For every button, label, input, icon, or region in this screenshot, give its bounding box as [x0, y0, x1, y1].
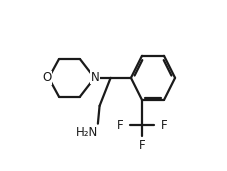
Text: N: N [91, 70, 99, 83]
Text: F: F [160, 119, 167, 132]
Text: F: F [138, 139, 145, 152]
Text: H₂N: H₂N [75, 126, 98, 139]
Text: F: F [116, 119, 123, 132]
Text: O: O [42, 71, 51, 84]
